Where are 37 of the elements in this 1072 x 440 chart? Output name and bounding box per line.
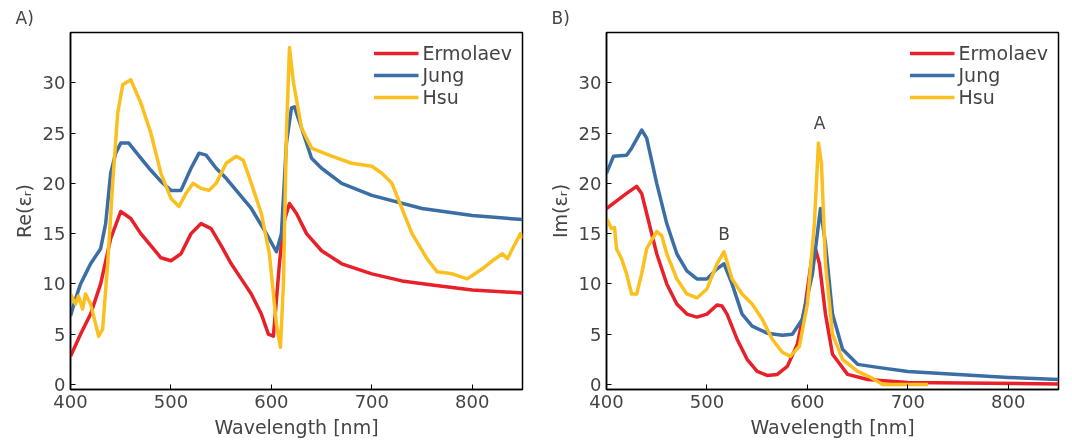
x-tick-label: 800 [455,390,490,412]
annotation: A [813,113,826,134]
y-tick-label: 10 [578,273,602,295]
x-axis-title: Wavelength [nm] [214,415,379,438]
y-tick-label: 10 [42,273,66,295]
y-tick-label: 30 [578,72,602,94]
y-tick-label: 15 [42,223,66,245]
x-tick-label: 500 [689,390,725,412]
x-axis-title: Wavelength [nm] [750,415,915,438]
x-tick-label: 700 [890,390,926,412]
y-tick-label: 15 [578,223,602,245]
y-tick-label: 5 [590,323,602,345]
chart-title: B) [551,7,570,28]
y-tick-label: 25 [578,122,602,144]
y-tick-label: 25 [42,122,66,144]
y-tick-label: 20 [578,172,602,194]
line-series [70,201,523,359]
y-tick-label: 20 [42,172,66,194]
legend-label: Jung [422,64,465,86]
y-axis-title: Im(εᵣ) [548,183,571,239]
x-tick-label: 600 [254,390,289,412]
x-tick-label: 500 [153,390,189,412]
x-tick-label: 800 [991,390,1026,412]
y-axis-title: Re(εᵣ) [12,183,35,239]
line-series [70,45,523,350]
y-tick-label: 30 [42,72,66,94]
x-tick-label: 700 [354,390,390,412]
legend-label: Jung [958,64,1001,86]
line-series [606,141,930,387]
legend-label: Hsu [422,86,459,108]
chart-title: A) [15,7,34,28]
legend-label: Ermolaev [422,42,512,64]
y-tick-label: 5 [54,323,66,345]
legend-label: Ermolaev [958,42,1048,64]
x-tick-label: 600 [790,390,825,412]
legend-label: Hsu [958,86,995,108]
annotation: B [718,223,730,244]
